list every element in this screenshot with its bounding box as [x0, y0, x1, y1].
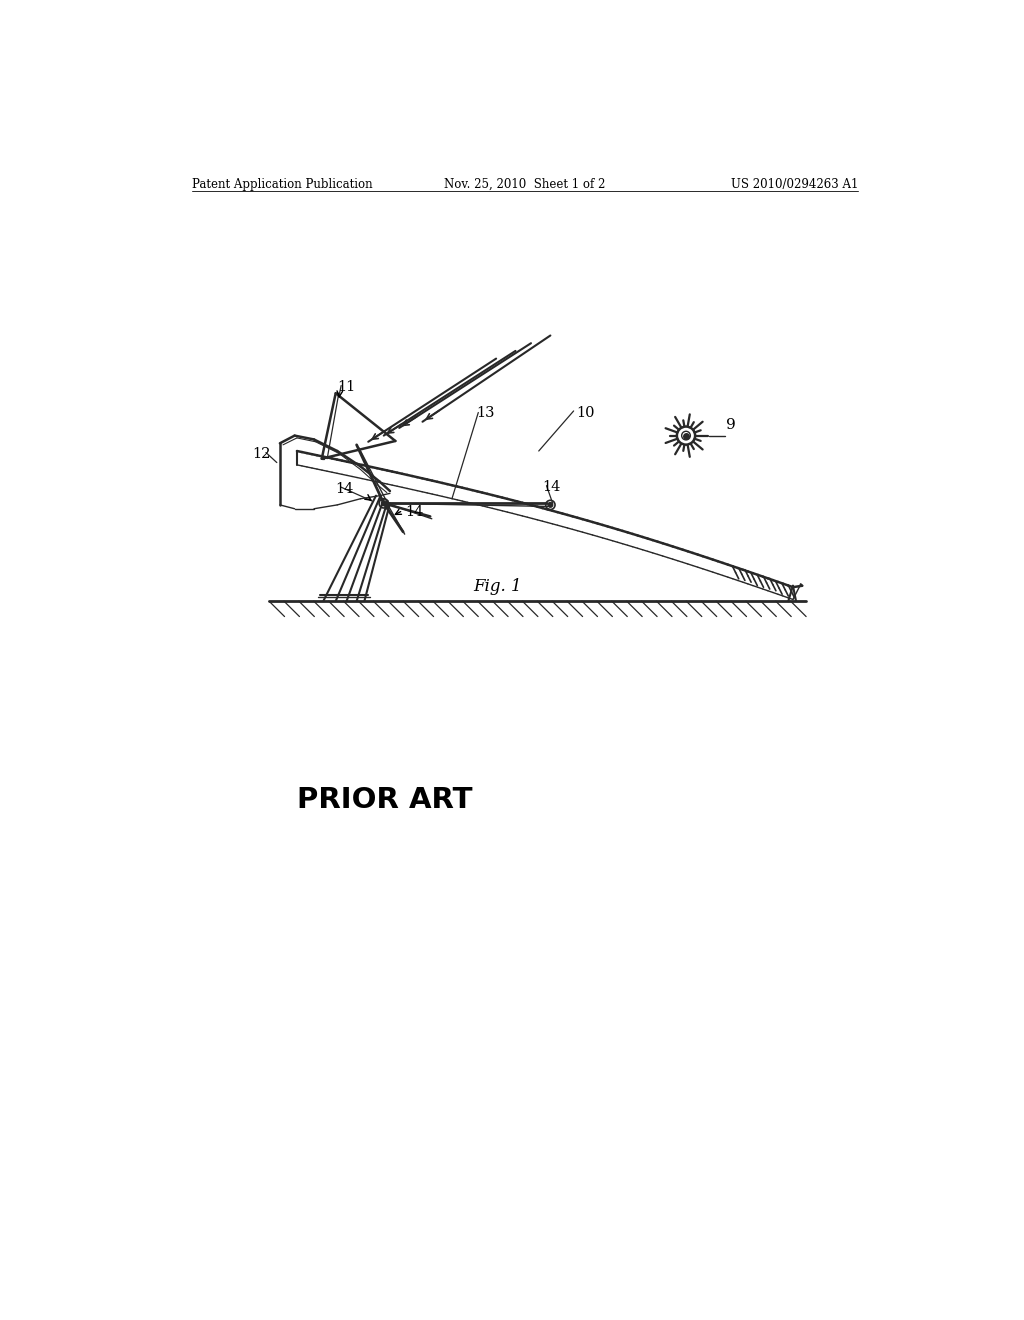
Text: 14: 14 — [336, 482, 354, 496]
Text: 12: 12 — [252, 447, 270, 461]
Text: Fig. 1: Fig. 1 — [473, 578, 521, 595]
Text: 13: 13 — [477, 407, 496, 420]
Text: 14: 14 — [406, 506, 424, 519]
Text: Nov. 25, 2010  Sheet 1 of 2: Nov. 25, 2010 Sheet 1 of 2 — [444, 178, 605, 190]
Text: 14: 14 — [543, 480, 561, 494]
Text: PRIOR ART: PRIOR ART — [297, 785, 472, 814]
Text: 11: 11 — [337, 380, 355, 395]
Circle shape — [381, 502, 386, 506]
Text: Patent Application Publication: Patent Application Publication — [191, 178, 372, 190]
Text: US 2010/0294263 A1: US 2010/0294263 A1 — [731, 178, 858, 190]
Text: 10: 10 — [575, 407, 595, 420]
Text: 9: 9 — [726, 417, 736, 432]
Circle shape — [548, 503, 553, 507]
